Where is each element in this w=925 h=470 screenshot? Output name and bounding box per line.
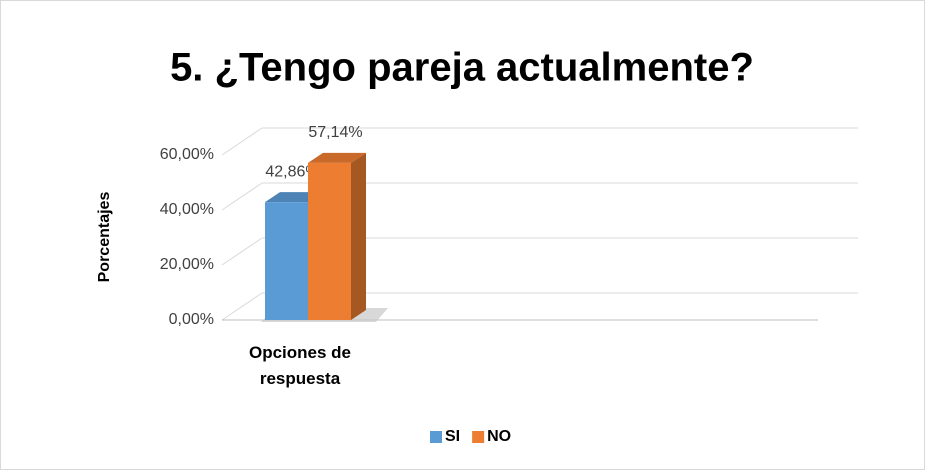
grid-line	[221, 127, 263, 156]
bar	[308, 162, 351, 320]
legend-swatch	[472, 431, 485, 443]
legend-label: NO	[487, 428, 511, 445]
data-label: 42,86%	[265, 163, 319, 180]
legend-label: SI	[445, 428, 460, 445]
y-tick-label: 60,00%	[160, 146, 214, 163]
legend-swatch	[430, 431, 442, 443]
grid-line	[221, 292, 263, 321]
chart-title: 5. ¿Tengo pareja actualmente?	[170, 46, 754, 90]
bar-top	[308, 152, 366, 163]
y-tick-label: 20,00%	[160, 256, 214, 273]
grid-line	[221, 182, 263, 211]
y-tick-label: 0,00%	[169, 311, 214, 328]
x-tick-label: Opciones de respuesta	[248, 343, 352, 388]
grid-line	[221, 237, 263, 266]
y-tick-label: 40,00%	[160, 201, 214, 218]
y-axis-label: Porcentajes	[96, 192, 113, 283]
bar	[265, 202, 308, 320]
bar-side	[351, 152, 366, 320]
data-label: 57,14%	[308, 124, 362, 141]
